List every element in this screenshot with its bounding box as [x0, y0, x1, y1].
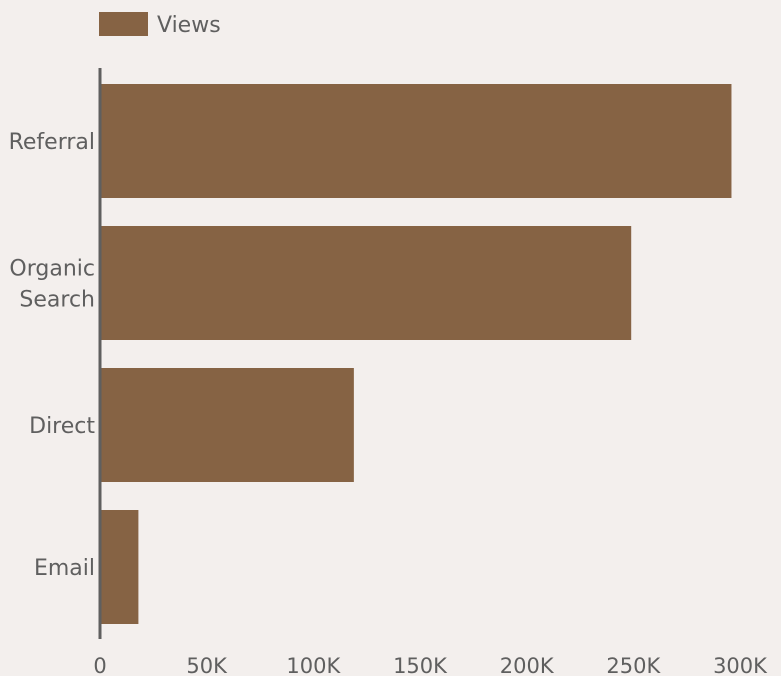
bar-referral: [101, 84, 732, 198]
bar-direct: [101, 368, 354, 482]
category-labels: Referral Organic Search Direct Email: [9, 130, 96, 581]
category-label-organic-search: Organic Search: [9, 257, 95, 313]
x-tick-label-250k: 250K: [606, 654, 661, 676]
x-axis-tick-labels: 0 50K 100K 150K 200K 250K 300K: [93, 654, 768, 676]
category-label-direct: Direct: [29, 414, 95, 439]
x-tick-label-0: 0: [93, 654, 106, 676]
x-tick-label-50k: 50K: [186, 654, 228, 676]
x-tick-label-100k: 100K: [286, 654, 341, 676]
x-tick-label-200k: 200K: [500, 654, 555, 676]
category-label-email: Email: [34, 556, 95, 581]
legend-label-views: Views: [157, 13, 221, 38]
x-tick-label-150k: 150K: [393, 654, 448, 676]
legend-swatch-views: [99, 12, 148, 36]
legend: Views: [99, 12, 221, 38]
bar-organic-search: [101, 226, 632, 340]
bar-email: [101, 510, 139, 624]
x-tick-label-300k: 300K: [713, 654, 768, 676]
category-label-referral: Referral: [9, 130, 95, 155]
bars-group: [101, 84, 732, 624]
